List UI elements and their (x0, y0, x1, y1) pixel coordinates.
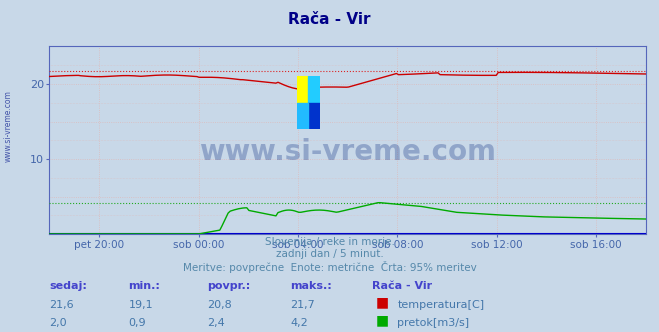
Text: zadnji dan / 5 minut.: zadnji dan / 5 minut. (275, 249, 384, 259)
Text: 2,4: 2,4 (208, 318, 225, 328)
Text: temperatura[C]: temperatura[C] (397, 300, 484, 310)
Text: ■: ■ (376, 295, 389, 309)
Text: 19,1: 19,1 (129, 300, 153, 310)
Text: pretok[m3/s]: pretok[m3/s] (397, 318, 469, 328)
Bar (297, 103, 308, 129)
Bar (308, 103, 320, 129)
Text: min.:: min.: (129, 281, 160, 290)
Text: 2,0: 2,0 (49, 318, 67, 328)
Text: sedaj:: sedaj: (49, 281, 87, 290)
Text: povpr.:: povpr.: (208, 281, 251, 290)
Bar (297, 76, 308, 103)
Text: maks.:: maks.: (290, 281, 331, 290)
Text: ■: ■ (376, 313, 389, 327)
Bar (308, 76, 320, 103)
Text: 4,2: 4,2 (290, 318, 308, 328)
Text: Rača - Vir: Rača - Vir (372, 281, 432, 290)
Text: www.si-vreme.com: www.si-vreme.com (3, 90, 13, 162)
Text: 21,6: 21,6 (49, 300, 74, 310)
Text: www.si-vreme.com: www.si-vreme.com (199, 137, 496, 166)
Text: 20,8: 20,8 (208, 300, 233, 310)
Text: 0,9: 0,9 (129, 318, 146, 328)
Text: Rača - Vir: Rača - Vir (288, 12, 371, 27)
Text: Meritve: povprečne  Enote: metrične  Črta: 95% meritev: Meritve: povprečne Enote: metrične Črta:… (183, 261, 476, 273)
Text: 21,7: 21,7 (290, 300, 315, 310)
Text: Slovenija / reke in morje.: Slovenija / reke in morje. (264, 237, 395, 247)
